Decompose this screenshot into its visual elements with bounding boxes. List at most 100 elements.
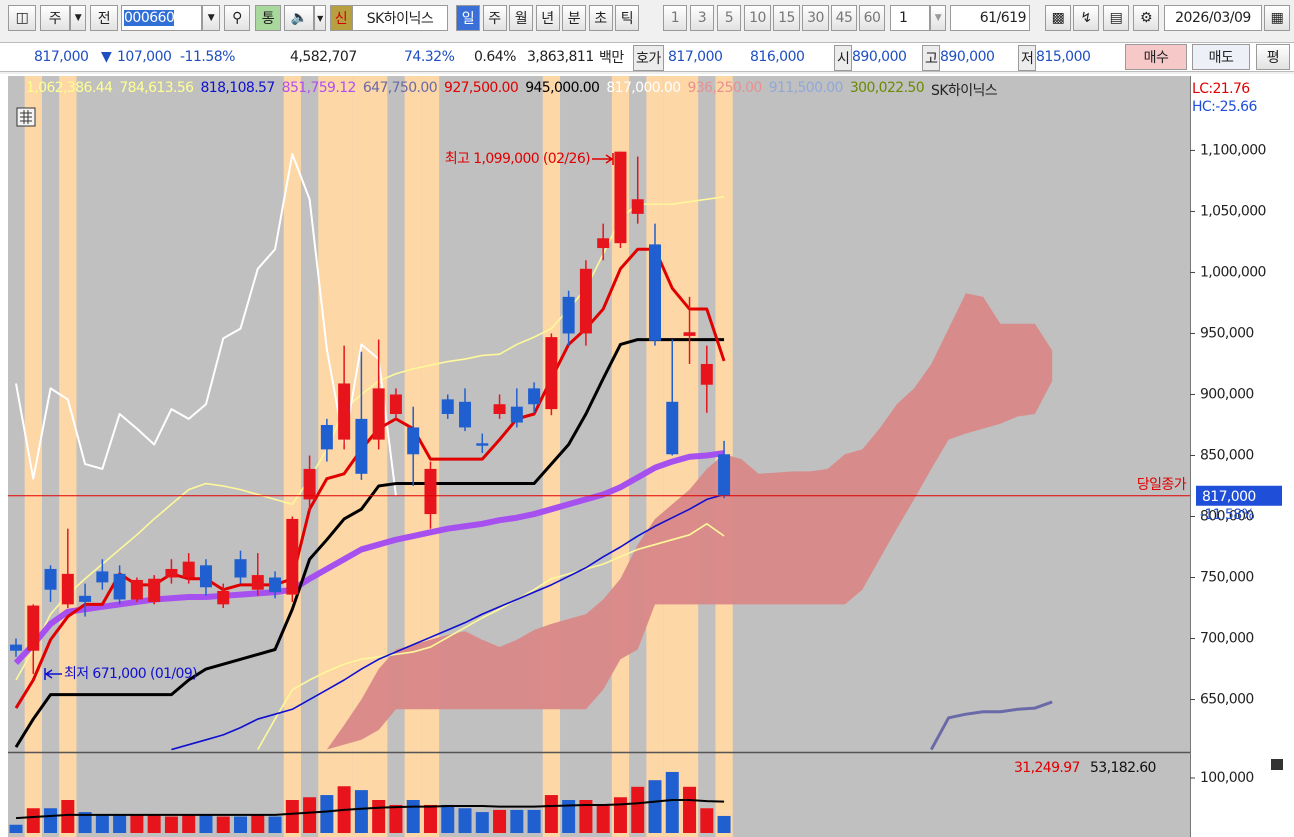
settings-icon[interactable]: ⚙ <box>1133 5 1159 31</box>
save-icon[interactable]: ▤ <box>1103 5 1129 31</box>
candle-body <box>182 561 195 578</box>
legend-item: 851,759.12 <box>281 80 357 96</box>
tong-button[interactable]: 통 <box>255 5 281 31</box>
volume-bar <box>406 800 420 833</box>
period-button[interactable]: 주 <box>482 5 507 31</box>
candle-body <box>320 424 333 450</box>
dropdown-arrow[interactable]: ▼ <box>314 5 326 31</box>
amount: 3,863,811 <box>527 49 594 65</box>
period-button[interactable]: 년 <box>535 5 560 31</box>
indicator-legend: 1,062,386.44 784,613.56 818,108.57 851,759.… <box>26 80 998 100</box>
volume-bar <box>285 800 299 833</box>
ichimoku-cloud <box>326 293 1053 750</box>
volume-legend: 53,182.60 <box>1090 760 1156 776</box>
open-label: 시 <box>834 45 853 71</box>
stock-name[interactable]: SK하이닉스 <box>352 5 448 31</box>
avg-button[interactable]: 평 <box>1256 44 1290 70</box>
price-tag-label: 817,000 <box>1202 489 1256 505</box>
candle-body <box>79 595 92 602</box>
volume-bar <box>700 808 714 833</box>
buy-button[interactable]: 매수 <box>1125 44 1187 70</box>
period-button[interactable]: 틱 <box>615 5 639 31</box>
window-icon[interactable]: ◫ <box>8 5 36 31</box>
indicator-line <box>929 700 1053 751</box>
y-tick-label: 750,000 <box>1200 570 1254 586</box>
pane-menu-icon[interactable] <box>1271 759 1283 770</box>
search-button[interactable]: ⚲ <box>224 5 250 31</box>
sell-button[interactable]: 매도 <box>1192 44 1250 70</box>
y-tick-label: 1,100,000 <box>1200 142 1266 158</box>
volume-bar <box>303 797 317 833</box>
sound-button[interactable]: 🔈 <box>284 5 314 31</box>
volume-bar <box>44 808 58 833</box>
period-button[interactable]: 초 <box>588 5 613 31</box>
volume-bar <box>147 814 161 833</box>
volume-bar <box>544 795 558 833</box>
candle-body <box>286 518 299 595</box>
indicator-line <box>15 196 725 681</box>
calendar-icon[interactable]: ▦ <box>1264 5 1290 31</box>
candle-body <box>666 401 679 455</box>
dropdown-arrow[interactable]: ▼ <box>930 5 946 31</box>
date-input[interactable]: 2026/03/09 <box>1164 5 1262 31</box>
legend-item: 817,000.00 <box>606 80 681 96</box>
high: 890,000 <box>940 49 995 65</box>
sin-button[interactable]: 신 <box>330 5 352 31</box>
mode-button[interactable]: 전 <box>90 5 118 31</box>
interval-button[interactable]: 15 <box>773 5 800 31</box>
candle-body <box>44 568 57 590</box>
indicator-line <box>15 153 397 496</box>
highlight-band <box>59 76 77 837</box>
dropdown-arrow[interactable]: ▼ <box>202 5 220 31</box>
interval-button[interactable]: 3 <box>690 5 714 31</box>
legend-item: 784,613.56 <box>119 80 194 96</box>
low: 815,000 <box>1036 49 1091 65</box>
change-arrow: ▼ <box>101 49 112 65</box>
interval-button[interactable]: 60 <box>859 5 885 31</box>
interval-button[interactable]: 30 <box>802 5 829 31</box>
interval-button[interactable]: 10 <box>744 5 771 31</box>
dropdown-arrow[interactable]: ▼ <box>70 5 86 31</box>
count-box[interactable]: 61/619 <box>950 5 1030 31</box>
low-arrow <box>44 668 62 680</box>
price-change: -11.58% <box>1200 507 1255 523</box>
indicator-line <box>171 493 725 751</box>
interval-button[interactable]: 1 <box>663 5 687 31</box>
candle-body <box>407 427 420 455</box>
period-button[interactable]: 일 <box>456 5 480 31</box>
volume-ratio: 74.32% <box>404 49 455 65</box>
period-button[interactable]: 월 <box>509 5 533 31</box>
volume-bar <box>527 809 541 833</box>
market-select[interactable]: 주 <box>40 5 70 31</box>
count-select[interactable]: 1 <box>890 5 930 31</box>
interval-button[interactable]: 45 <box>831 5 857 31</box>
code-input[interactable]: 000660 <box>121 5 202 31</box>
low-annotation: 최저 671,000 (01/09) <box>64 666 197 682</box>
legend-item: 818,108.57 <box>200 80 276 96</box>
y-tick-label: 800,000 <box>1200 508 1254 524</box>
volume-legend: 31,249.97 <box>1014 760 1080 776</box>
candle-body <box>562 296 575 334</box>
count: 61 <box>979 10 997 26</box>
tool-icon[interactable]: ▩ <box>1045 5 1071 31</box>
volume-bar <box>61 800 75 833</box>
legend-item: 647,750.00 <box>362 80 438 96</box>
candle-body <box>389 394 402 414</box>
volume-bar <box>113 814 127 833</box>
toolbar: ◫ 주 ▼ 전 000660 ▼ ⚲ 통 🔈 ▼ 신 SK하이닉스 1 ▼ 61… <box>0 5 1294 33</box>
candle-body <box>338 383 351 440</box>
legend-item: 936,250.00 <box>687 80 763 96</box>
indicator-line <box>257 523 725 750</box>
interval-button[interactable]: 5 <box>717 5 741 31</box>
volume-bar <box>613 797 627 833</box>
highlight-band <box>663 76 681 837</box>
period-button[interactable]: 분 <box>562 5 586 31</box>
open: 890,000 <box>852 49 907 65</box>
volume-pane <box>9 771 731 833</box>
tool-icon[interactable]: ↯ <box>1073 5 1099 31</box>
candle-body <box>113 573 126 600</box>
volume-bar <box>423 804 437 833</box>
indicator-line <box>13 450 725 665</box>
code-text: 000660 <box>124 10 175 26</box>
